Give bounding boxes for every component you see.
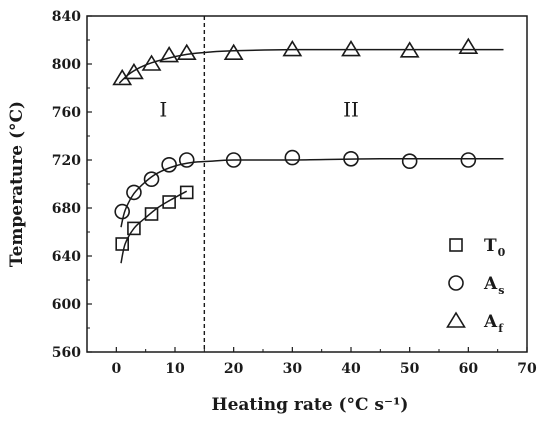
point-as xyxy=(143,171,160,187)
legend: T0 As Af xyxy=(446,236,506,335)
point-t0 xyxy=(179,185,194,200)
y-tick-label: 720 xyxy=(52,153,81,169)
x-tick-label: 70 xyxy=(517,361,537,377)
point-as xyxy=(178,152,195,168)
x-tick-label: 30 xyxy=(283,361,303,377)
region-label: I xyxy=(159,98,167,122)
point-as xyxy=(225,152,242,168)
point-t0 xyxy=(144,207,159,221)
legend-label-af: Af xyxy=(483,312,504,335)
point-t0 xyxy=(115,237,129,251)
legend-marker-af xyxy=(446,311,466,328)
point-af xyxy=(159,46,180,63)
x-tick-label: 40 xyxy=(341,361,361,377)
point-t0 xyxy=(162,195,176,209)
point-as xyxy=(284,149,301,166)
y-tick-label: 800 xyxy=(52,57,81,73)
y-tick-label: 840 xyxy=(52,9,81,25)
point-af xyxy=(458,37,479,55)
legend-marker-as xyxy=(448,275,464,291)
point-as xyxy=(126,184,142,201)
region-label: II xyxy=(343,98,359,122)
y-tick-label: 680 xyxy=(52,201,81,217)
legend-label-as: As xyxy=(483,274,504,297)
point-as xyxy=(460,152,477,168)
point-af xyxy=(399,41,420,58)
point-as xyxy=(343,151,359,167)
axis-ticks: 0 10 20 30 40 50 60 70 560 600 640 680 720 760 800 840 xyxy=(52,9,537,377)
point-as xyxy=(161,157,177,173)
x-tick-label: 20 xyxy=(224,361,244,377)
point-af xyxy=(282,40,303,57)
fit-curve-as xyxy=(120,157,504,228)
y-axis-title: Temperature (°C) xyxy=(7,101,27,267)
point-af xyxy=(124,62,144,80)
x-tick-label: 0 xyxy=(111,361,121,377)
y-tick-label: 640 xyxy=(52,249,81,265)
legend-marker-t0 xyxy=(449,238,463,252)
point-af xyxy=(223,43,244,61)
region-labels: I II xyxy=(159,98,359,122)
legend-label-t0: T0 xyxy=(484,236,506,259)
x-tick-label: 60 xyxy=(459,361,479,377)
x-axis-title: Heating rate (°C s⁻¹) xyxy=(212,395,409,415)
x-tick-label: 50 xyxy=(400,361,420,377)
point-as xyxy=(401,153,418,169)
y-tick-label: 600 xyxy=(52,297,81,313)
fit-curves xyxy=(118,48,504,264)
fit-curve-af xyxy=(118,48,504,84)
point-as xyxy=(114,203,130,220)
point-af xyxy=(176,43,197,61)
y-tick-label: 560 xyxy=(52,345,81,361)
point-af xyxy=(141,54,162,71)
data-points xyxy=(112,37,479,251)
point-t0 xyxy=(127,221,141,236)
plot-frame xyxy=(86,15,528,353)
y-tick-label: 760 xyxy=(52,105,81,121)
point-af xyxy=(341,40,361,57)
x-tick-label: 10 xyxy=(165,361,185,377)
fit-curve-t0 xyxy=(120,190,188,264)
